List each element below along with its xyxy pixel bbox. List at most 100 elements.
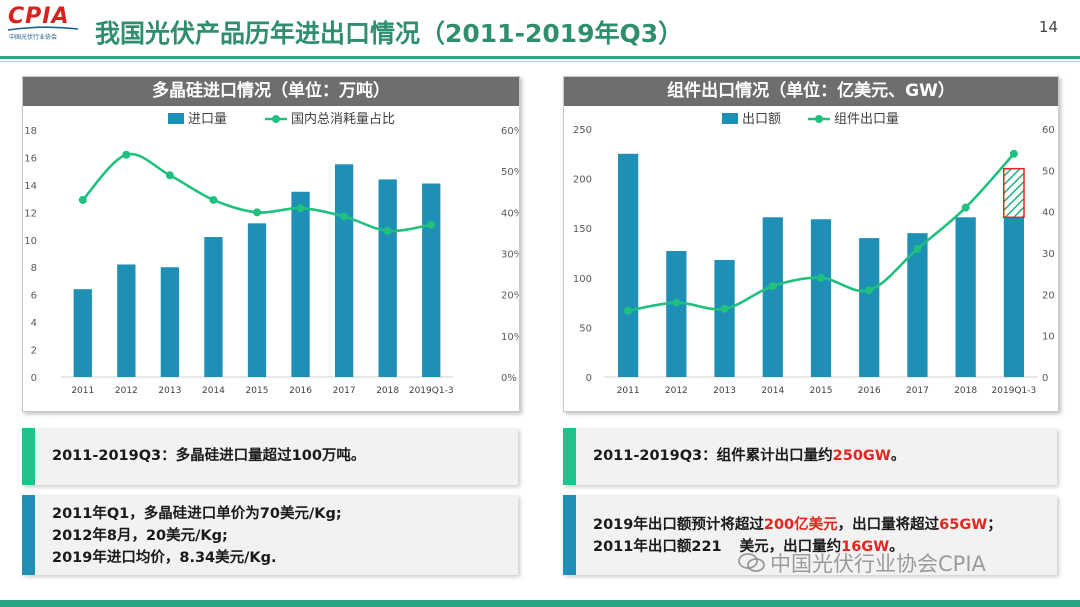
legend-label-bar: 出口额	[742, 112, 781, 127]
title-divider-thin	[0, 61, 1080, 62]
x-tick-label: 2015	[246, 386, 269, 396]
y-tick-label: 4	[31, 318, 37, 329]
module-export-chart-panel: 组件出口情况（单位：亿美元、GW） 0 50 100 150 200 250 0 10 20 30…	[563, 76, 1059, 412]
y2-tick-label: 20	[1042, 290, 1055, 301]
x-tick-label: 2019Q1-3	[409, 386, 454, 396]
note-line-2: 2011年出口额221 美元，出口量约16GW。	[593, 536, 904, 558]
bar-2016	[859, 238, 880, 377]
y-tick-label: 12	[24, 208, 37, 219]
polysilicon-chart-panel: 多晶硅进口情况（单位：万吨） 0 2 4 6 8 10 12 14 16 18 0% 10% 20% 30…	[22, 76, 520, 412]
y2-tick-label: 10%	[501, 332, 519, 343]
note-highlight: 200亿美元	[763, 517, 838, 533]
line-point-2015	[253, 208, 261, 217]
bar-2015	[247, 223, 267, 377]
x-tick-label: 2019Q1-3	[992, 386, 1037, 396]
bar-2014	[204, 237, 223, 377]
bar-2019Q1-3	[1003, 217, 1025, 377]
note-accent-bar	[22, 428, 35, 485]
logo-subtitle: 中国光伏行业协会	[9, 34, 58, 41]
note-text: 2011-2019Q3：多晶硅进口量超过100万吨。	[52, 448, 366, 464]
y-tick-label: 0	[31, 373, 37, 384]
line-point-2014	[768, 282, 777, 291]
legend-swatch-bar	[168, 113, 184, 124]
line-point-2013	[165, 171, 174, 180]
y2-tick-label: 40	[1042, 208, 1055, 219]
y2-tick-label: 50	[1042, 166, 1055, 177]
bar-2016	[291, 191, 310, 377]
y2-tick-label: 60	[1042, 125, 1055, 136]
y-tick-label: 6	[31, 291, 37, 302]
bar-2019Q1-3	[422, 183, 441, 377]
note-polysilicon-total: 2011-2019Q3：多晶硅进口量超过100万吨。	[22, 428, 518, 485]
line-point-2016	[296, 204, 305, 213]
line-point-2013	[720, 304, 729, 313]
y-tick-label: 18	[24, 126, 37, 137]
y-tick-label: 100	[573, 274, 592, 285]
page-number: 14	[1038, 18, 1058, 36]
bar-2011	[73, 289, 92, 377]
footer-bar	[0, 600, 1080, 607]
x-tick-label: 2012	[665, 386, 688, 396]
legend-label-line: 组件出口量	[834, 112, 899, 127]
line-point-2015	[817, 273, 825, 282]
y-tick-label: 16	[24, 153, 37, 164]
note-line-2: 2012年8月，20美元/Kg;	[52, 528, 228, 544]
x-tick-label: 2018	[954, 386, 977, 396]
note-text-part: 2011-2019Q3：组件累计出口量约	[593, 448, 833, 464]
bar-2018	[955, 217, 976, 377]
x-tick-label: 2013	[158, 386, 181, 396]
y2-tick-label: 40%	[501, 208, 519, 219]
note-polysilicon-prices: 2011年Q1，多晶硅进口单价为70美元/Kg; 2012年8月，20美元/Kg…	[22, 495, 518, 575]
line-point-2018	[383, 226, 392, 235]
note-text-part: 2011年出口额221	[593, 539, 722, 555]
line-point-2017	[913, 244, 922, 253]
bar-2013	[160, 267, 180, 377]
y-tick-label: 50	[579, 323, 592, 334]
bar-2011	[617, 153, 639, 377]
note-highlight: 250GW	[832, 448, 891, 464]
line-point-2012	[122, 150, 131, 159]
polysilicon-chart-title: 多晶硅进口情况（单位：万吨）	[23, 77, 519, 106]
bar-2017	[334, 164, 354, 377]
x-tick-label: 2014	[761, 386, 784, 396]
x-tick-label: 2011	[617, 386, 640, 396]
y-tick-label: 200	[573, 175, 592, 186]
note-text-part: ；	[987, 517, 1002, 533]
watermark: 中国光伏行业协会CPIA	[770, 552, 986, 576]
y-tick-label: 8	[31, 263, 37, 274]
note-highlight: 16GW	[841, 539, 890, 555]
note-highlight: 65GW	[939, 517, 988, 533]
line-point-2018	[961, 203, 970, 212]
line-point-2014	[209, 195, 218, 204]
y-tick-label: 0	[586, 373, 592, 384]
note-module-export-values: 2019年出口额预计将超过200亿美元，出口量将超过65GW； 2011年出口额…	[563, 495, 1057, 575]
line-point-2019Q1-3	[1009, 149, 1018, 158]
y2-tick-label: 10	[1042, 332, 1055, 343]
legend-swatch-marker	[272, 115, 280, 123]
x-tick-label: 2017	[906, 386, 929, 396]
note-line-1: 2019年出口额预计将超过200亿美元，出口量将超过65GW；	[593, 514, 1002, 536]
wechat-icon	[738, 553, 765, 572]
legend-swatch-bar	[722, 113, 738, 124]
logo-text: CPIA	[8, 4, 70, 29]
x-tick-label: 2016	[289, 386, 312, 396]
bar-2018	[378, 179, 397, 377]
y-tick-label: 14	[24, 181, 37, 192]
line-point-2017	[340, 212, 349, 221]
note-text-part: 。	[890, 448, 906, 464]
module-export-chart-title: 组件出口情况（单位：亿美元、GW）	[564, 77, 1058, 106]
note-line-3: 2019年进口均价，8.34美元/Kg.	[52, 550, 277, 566]
legend-label-line: 国内总消耗量占比	[291, 111, 395, 127]
y-tick-label: 10	[24, 236, 37, 247]
bar-projected-2019Q1-3	[1003, 167, 1025, 219]
legend-label-bar: 进口量	[188, 112, 227, 127]
y-tick-label: 150	[573, 224, 592, 235]
x-tick-label: 2016	[858, 386, 881, 396]
legend-swatch-marker	[815, 115, 823, 123]
note-text-part: 2019年出口额预计将超过	[593, 517, 764, 533]
note-text-part: 美元，出口量约	[739, 539, 842, 555]
bar-2012	[666, 251, 687, 377]
y-tick-label: 2	[31, 346, 37, 357]
line-point-2016	[865, 286, 874, 295]
line-point-2019Q1-3	[427, 220, 436, 229]
